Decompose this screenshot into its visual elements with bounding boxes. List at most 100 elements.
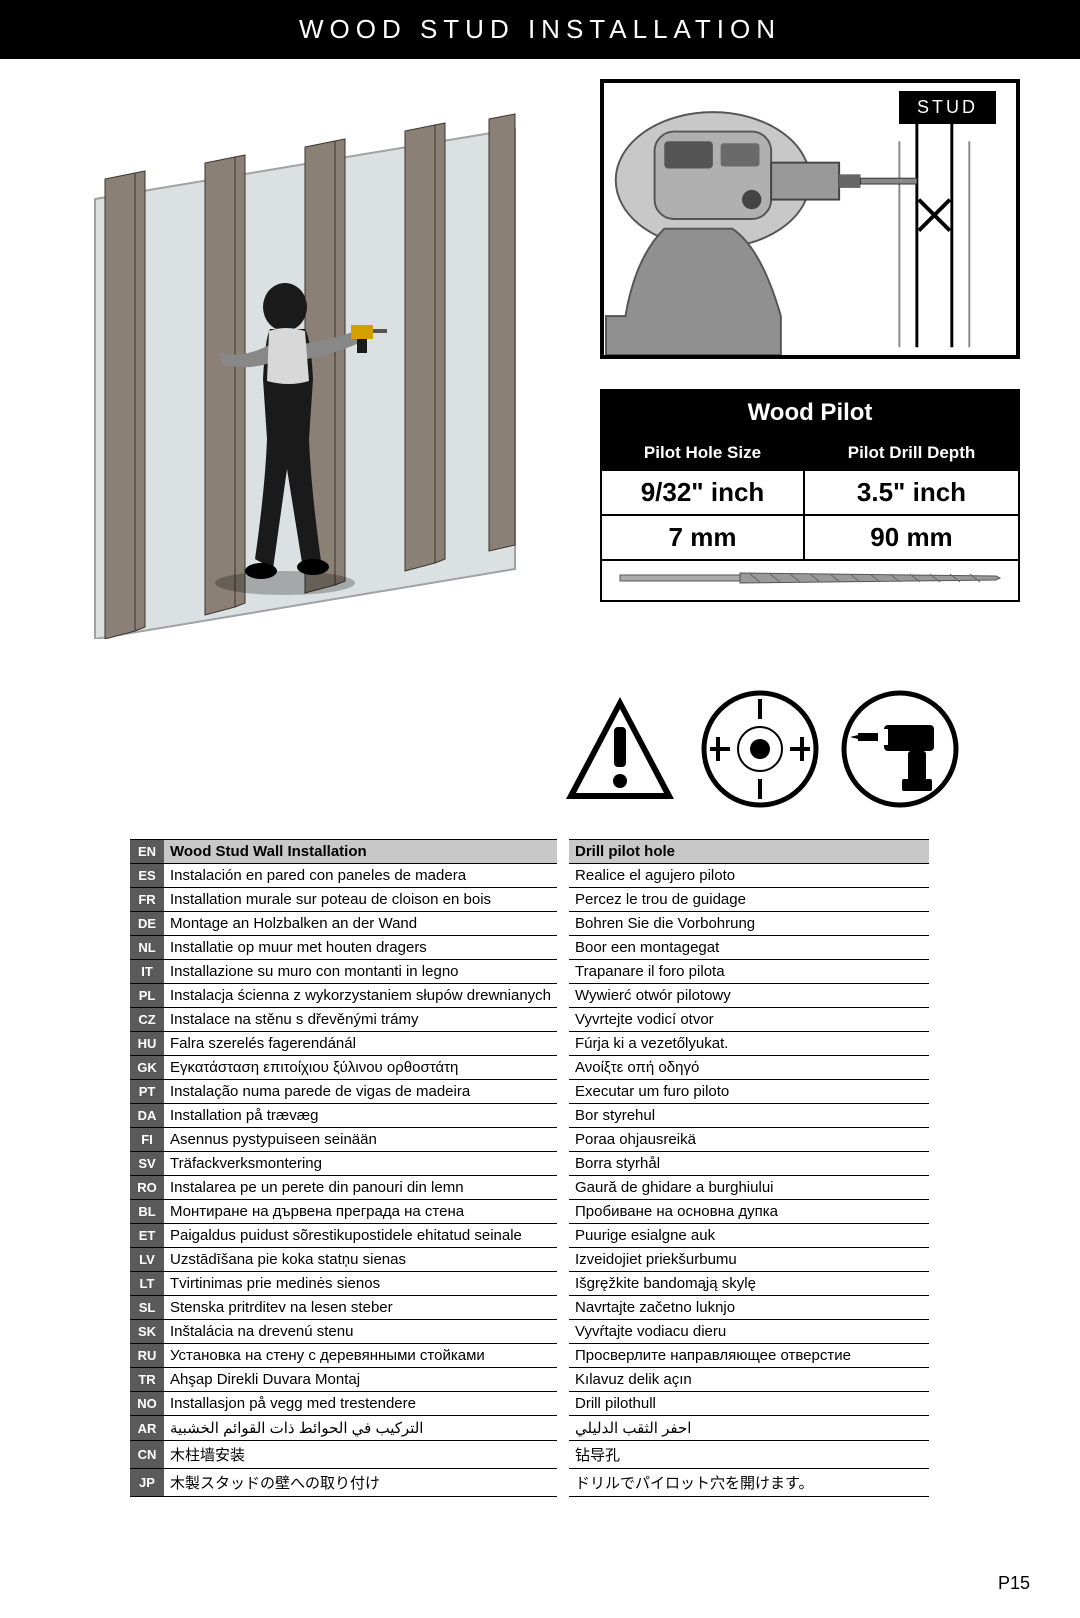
lang-text-1: Installation på trævæg — [164, 1104, 557, 1128]
drill-bit-image — [601, 560, 1019, 601]
lang-text-1: 木柱墙安装 — [164, 1441, 557, 1469]
lang-text-1: Träfackverksmontering — [164, 1152, 557, 1176]
lang-code: LT — [130, 1272, 164, 1296]
page-header: WOOD STUD INSTALLATION — [0, 0, 1080, 59]
lang-text-2: Ανοίξτε οπή οδηγό — [569, 1056, 929, 1080]
lang-text-1: Installation murale sur poteau de cloiso… — [164, 888, 557, 912]
lang-code: ES — [130, 864, 164, 888]
lang-text-1: Installatie op muur met houten dragers — [164, 936, 557, 960]
lang-text-2: Borra styrhål — [569, 1152, 929, 1176]
lang-code: LV — [130, 1248, 164, 1272]
lang-code: BL — [130, 1200, 164, 1224]
lang-text-2: Realice el agujero piloto — [569, 864, 929, 888]
lang-text-2: Wywierć otwór pilotowy — [569, 984, 929, 1008]
lang-text-2: Gaură de ghidare a burghiului — [569, 1176, 929, 1200]
lang-text-2: احفر الثقب الدليلي — [569, 1416, 929, 1441]
lang-text-1: Instalacja ścienna z wykorzystaniem słup… — [164, 984, 557, 1008]
icon-row — [60, 689, 960, 809]
lang-text-2: Izveidojiet priekšurbumu — [569, 1248, 929, 1272]
lang-code: SL — [130, 1296, 164, 1320]
lang-text-2: Bor styrehul — [569, 1104, 929, 1128]
drill-icon — [840, 689, 960, 809]
pilot-size-inch: 9/32" inch — [601, 470, 804, 515]
lang-code: GK — [130, 1056, 164, 1080]
pilot-col2-header: Pilot Drill Depth — [804, 436, 1019, 470]
lang-text-2: Просверлите направляющее отверстие — [569, 1344, 929, 1368]
drill-stud-diagram: STUD — [600, 79, 1020, 359]
lang-code: CZ — [130, 1008, 164, 1032]
lang-text-2: Vyvrtejte vodicí otvor — [569, 1008, 929, 1032]
wood-pilot-table: Wood Pilot Pilot Hole Size Pilot Drill D… — [600, 389, 1020, 602]
lang-text-1: Uzstādīšana pie koka statņu sienas — [164, 1248, 557, 1272]
lang-text-1: التركيب في الحوائط ذات القوائم الخشبية — [164, 1416, 557, 1441]
lang-text-1: Instalarea pe un perete din panouri din … — [164, 1176, 557, 1200]
lang-code: CN — [130, 1441, 164, 1469]
lang-code: FR — [130, 888, 164, 912]
lang-text-1: Tvirtinimas prie medinės sienos — [164, 1272, 557, 1296]
lang-text-2: Kılavuz delik açın — [569, 1368, 929, 1392]
lang-text-2: Vyvŕtajte vodiacu dieru — [569, 1320, 929, 1344]
pilot-col1-header: Pilot Hole Size — [601, 436, 804, 470]
lang-code: JP — [130, 1469, 164, 1497]
stud-label: STUD — [899, 91, 996, 124]
lang-text-1: Ahşap Direkli Duvara Montaj — [164, 1368, 557, 1392]
translation-table-2: Drill pilot holeRealice el agujero pilot… — [569, 839, 929, 1497]
lang-code: PT — [130, 1080, 164, 1104]
lang-code: DA — [130, 1104, 164, 1128]
lang-text-1: Instalación en pared con paneles de made… — [164, 864, 557, 888]
lang-code: DE — [130, 912, 164, 936]
lang-text-1: Installazione su muro con montanti in le… — [164, 960, 557, 984]
lang-text-1: Εγκατάσταση επιτοίχιου ξύλινου ορθοστάτη — [164, 1056, 557, 1080]
lang-text-2: Пробиване на основна дупка — [569, 1200, 929, 1224]
lang-text-2: Drill pilothull — [569, 1392, 929, 1416]
lang-text-1: Installasjon på vegg med trestendere — [164, 1392, 557, 1416]
lang-code: NL — [130, 936, 164, 960]
lang-text-1: Wood Stud Wall Installation — [164, 840, 557, 864]
lang-code: SK — [130, 1320, 164, 1344]
pilot-size-mm: 7 mm — [601, 515, 804, 560]
lang-code: EN — [130, 840, 164, 864]
lang-text-1: Falra szerelés fagerendánál — [164, 1032, 557, 1056]
lang-code: PL — [130, 984, 164, 1008]
lang-text-2: Išgręžkite bandomąją skylę — [569, 1272, 929, 1296]
wall-illustration — [60, 79, 570, 639]
pilot-depth-inch: 3.5" inch — [804, 470, 1019, 515]
lang-code: IT — [130, 960, 164, 984]
lang-text-1: Instalace na stěnu s dřevěnými trámy — [164, 1008, 557, 1032]
lang-text-1: Монтиране на дървена преграда на стена — [164, 1200, 557, 1224]
lang-text-2: 钻导孔 — [569, 1441, 929, 1469]
pilot-depth-mm: 90 mm — [804, 515, 1019, 560]
lang-text-2: Bohren Sie die Vorbohrung — [569, 912, 929, 936]
translation-table-1: ENWood Stud Wall InstallationESInstalaci… — [130, 839, 557, 1497]
lang-code: AR — [130, 1416, 164, 1441]
lang-code: ET — [130, 1224, 164, 1248]
lang-code: SV — [130, 1152, 164, 1176]
lang-text-2: Poraa ohjausreikä — [569, 1128, 929, 1152]
lang-text-1: Instalação numa parede de vigas de madei… — [164, 1080, 557, 1104]
lang-text-2: Puurige esialgne auk — [569, 1224, 929, 1248]
translation-tables: ENWood Stud Wall InstallationESInstalaci… — [130, 839, 950, 1497]
lang-text-1: Paigaldus puidust sõrestikupostidele ehi… — [164, 1224, 557, 1248]
lang-text-2: Drill pilot hole — [569, 840, 929, 864]
lang-code: FI — [130, 1128, 164, 1152]
lang-text-2: Navrtajte začetno luknjo — [569, 1296, 929, 1320]
lang-code: RU — [130, 1344, 164, 1368]
warning-icon — [560, 689, 680, 809]
lang-code: RO — [130, 1176, 164, 1200]
lang-text-2: Boor een montagegat — [569, 936, 929, 960]
lang-text-2: Executar um furo piloto — [569, 1080, 929, 1104]
page-number: P15 — [998, 1573, 1030, 1594]
lang-text-2: ドリルでパイロット穴を開けます。 — [569, 1469, 929, 1497]
header-title: WOOD STUD INSTALLATION — [299, 14, 781, 44]
lang-text-2: Trapanare il foro pilota — [569, 960, 929, 984]
stud-finder-icon — [700, 689, 820, 809]
lang-text-2: Fúrja ki a vezetőlyukat. — [569, 1032, 929, 1056]
lang-text-1: Установка на стену с деревянными стойкам… — [164, 1344, 557, 1368]
lang-code: TR — [130, 1368, 164, 1392]
pilot-title: Wood Pilot — [601, 390, 1019, 436]
lang-text-1: Inštalácia na drevenú stenu — [164, 1320, 557, 1344]
lang-code: NO — [130, 1392, 164, 1416]
lang-text-1: Montage an Holzbalken an der Wand — [164, 912, 557, 936]
lang-text-1: Asennus pystypuiseen seinään — [164, 1128, 557, 1152]
lang-text-1: Stenska pritrditev na lesen steber — [164, 1296, 557, 1320]
